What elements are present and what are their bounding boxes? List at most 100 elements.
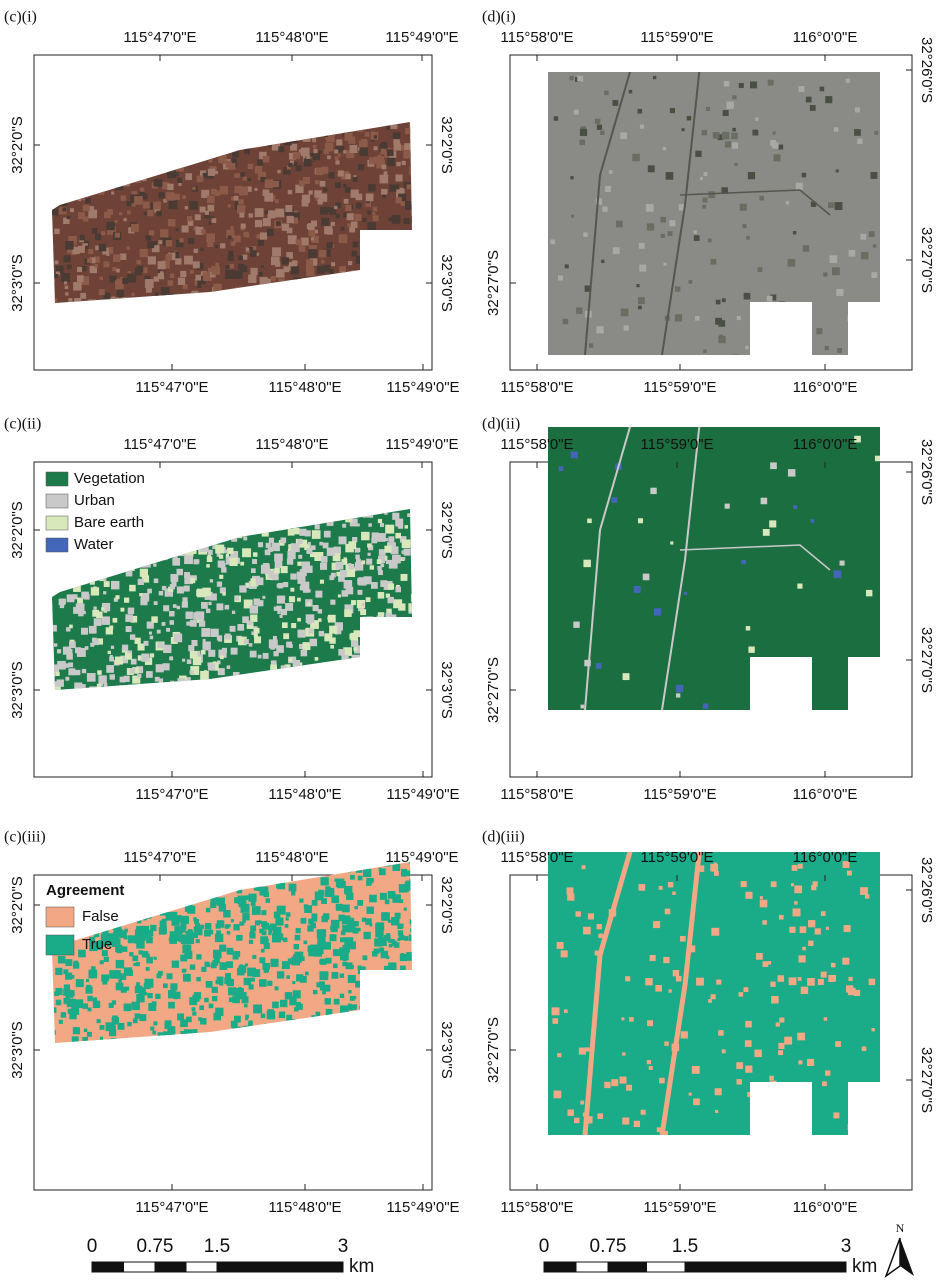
map-pixel: [322, 248, 331, 257]
map-pixel: [312, 144, 317, 149]
map-pixel: [337, 170, 344, 177]
map-pixel: [390, 917, 400, 926]
map-pixel: [265, 968, 270, 973]
map-pixel: [59, 193, 67, 201]
map-pixel: [368, 523, 372, 527]
map-pixel: [825, 96, 833, 104]
map-pixel: [240, 561, 245, 566]
map-pixel: [74, 124, 80, 129]
map-pixel: [778, 144, 784, 150]
map-pixel: [72, 122, 82, 130]
map-pixel: [332, 547, 339, 554]
map-pixel: [176, 144, 180, 149]
map-pixel: [177, 678, 185, 686]
map-pixel: [61, 171, 67, 177]
map-pixel: [184, 677, 191, 684]
map-pixel: [688, 945, 696, 953]
map-pixel: [854, 435, 861, 443]
map-pixel: [371, 582, 378, 589]
map-pixel: [686, 115, 692, 121]
map-pixel: [787, 258, 796, 267]
map-pixel: [204, 997, 209, 1003]
map-pixel: [176, 135, 181, 141]
map-pixel: [334, 149, 339, 154]
map-pixel: [351, 270, 360, 279]
map-pixel: [310, 545, 316, 550]
map-pixel: [320, 206, 328, 215]
map-pixel: [200, 682, 208, 690]
map-pixel: [160, 287, 170, 296]
map-pixel: [148, 1040, 158, 1043]
map-pixel: [210, 690, 216, 696]
map-pixel: [573, 109, 579, 115]
map-pixel: [333, 865, 338, 869]
map-pixel: [371, 260, 377, 266]
map-pixel: [379, 239, 383, 243]
map-pixel: [324, 133, 328, 138]
map-pixel: [165, 883, 173, 891]
map-pixel: [646, 1060, 652, 1065]
map-pixel: [205, 300, 215, 303]
map-pixel: [408, 973, 412, 979]
lon-tick-label: 115°58'0"E: [500, 1199, 573, 1216]
map-pixel: [645, 978, 653, 986]
map-pixel: [367, 552, 371, 556]
map-pixel: [255, 693, 261, 699]
map-pixel: [383, 636, 388, 642]
map-pixel: [274, 553, 283, 562]
map-pixel: [132, 667, 139, 674]
map-pixel: [237, 688, 245, 690]
map-pixel: [211, 132, 218, 139]
map-pixel: [216, 976, 224, 984]
map-pixel: [369, 513, 374, 518]
map-pixel: [672, 891, 676, 895]
map-pixel: [206, 233, 216, 243]
map-pixel: [816, 328, 823, 335]
map-pixel: [361, 531, 370, 541]
map-pixel: [300, 237, 309, 246]
map-pixel: [401, 550, 405, 554]
map-pixel: [260, 948, 265, 953]
map-pixel: [392, 512, 400, 520]
map-pixel: [76, 275, 84, 282]
map-pixel: [58, 197, 68, 207]
map-pixel: [377, 1006, 382, 1011]
map-pixel: [836, 288, 844, 297]
map-pixel: [263, 138, 270, 144]
map-pixel: [146, 906, 151, 910]
map-pixel: [52, 122, 60, 126]
map-pixel: [107, 650, 111, 655]
map-pixel: [318, 630, 325, 637]
map-pixel: [390, 632, 395, 638]
map-pixel: [383, 171, 388, 176]
map-pixel: [371, 678, 378, 685]
map-pixel: [370, 137, 375, 142]
map-pixel: [268, 674, 273, 680]
map-pixel: [292, 1026, 300, 1034]
map-pixel: [390, 252, 395, 257]
map-pixel: [718, 1030, 724, 1036]
map-pixel: [131, 689, 141, 690]
map-pixel: [55, 265, 64, 274]
map-pixel: [814, 928, 821, 935]
map-pixel: [563, 1009, 568, 1014]
legend-swatch: [45, 471, 69, 487]
map-pixel: [229, 264, 234, 269]
map-pixel: [269, 1041, 274, 1043]
map-pixel: [404, 525, 409, 529]
map-pixel: [178, 182, 182, 186]
map-pixel: [292, 990, 301, 999]
map-pixel: [333, 676, 343, 686]
map-pixel: [371, 532, 379, 540]
map-pixel: [120, 195, 126, 201]
map-pixel: [99, 276, 103, 280]
map-pixel: [779, 301, 785, 308]
map-pixel: [587, 913, 595, 920]
map-pixel: [297, 629, 306, 638]
map-pixel: [847, 315, 854, 322]
map-pixel: [675, 286, 681, 292]
map-pixel: [580, 704, 585, 709]
map-pixel: [340, 271, 346, 277]
map-pixel: [187, 688, 191, 690]
map-pixel: [340, 1038, 346, 1043]
